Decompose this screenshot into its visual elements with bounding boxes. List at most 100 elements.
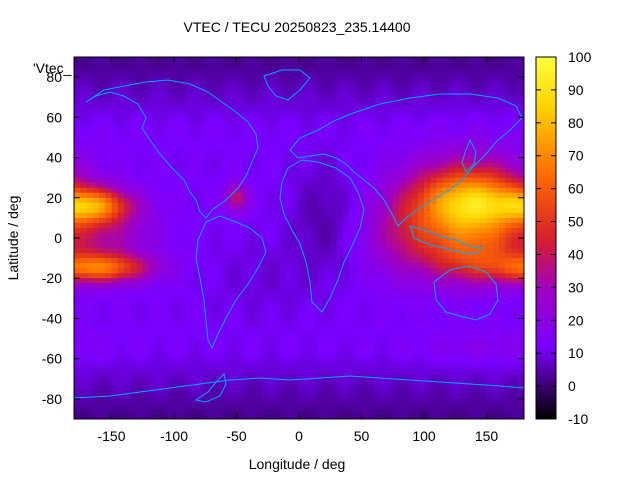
heatmap-cell: [86, 248, 94, 254]
heatmap-cell: [511, 202, 519, 209]
heatmap-cell: [236, 132, 244, 139]
heatmap-cell: [355, 67, 363, 73]
heatmap-cell: [317, 313, 325, 320]
heatmap-cell: [311, 318, 319, 325]
heatmap-cell: [486, 217, 494, 224]
heatmap-cell: [86, 127, 94, 134]
heatmap-cell: [424, 388, 431, 395]
heatmap-cell: [111, 192, 119, 199]
heatmap-cell: [417, 328, 425, 335]
heatmap-cell: [86, 117, 94, 123]
heatmap-cell: [424, 207, 431, 214]
heatmap-cell: [136, 87, 144, 93]
heatmap-cell: [424, 308, 431, 315]
heatmap-cell: [417, 62, 425, 68]
heatmap-cell: [336, 238, 344, 244]
heatmap-cell: [511, 97, 519, 103]
heatmap-cell: [149, 152, 156, 159]
heatmap-cell: [117, 248, 125, 254]
heatmap-cell: [74, 147, 81, 154]
heatmap-cell: [105, 207, 113, 214]
heatmap-cell: [367, 238, 375, 244]
heatmap-cell: [249, 258, 256, 264]
heatmap-cell: [92, 82, 100, 88]
heatmap-cell: [86, 358, 94, 365]
heatmap-cell: [255, 273, 263, 279]
heatmap-cell: [136, 162, 144, 169]
heatmap-cell: [492, 318, 500, 325]
heatmap-cell: [261, 313, 269, 320]
heatmap-cell: [136, 383, 144, 390]
heatmap-cell: [442, 222, 450, 229]
heatmap-cell: [380, 162, 388, 169]
heatmap-cell: [224, 333, 231, 340]
heatmap-cell: [317, 348, 325, 355]
heatmap-cell: [211, 207, 219, 214]
heatmap-cell: [317, 57, 325, 63]
heatmap-cell: [355, 102, 363, 108]
heatmap-cell: [442, 353, 450, 360]
heatmap-cell: [292, 57, 300, 63]
heatmap-cell: [411, 97, 419, 103]
heatmap-cell: [442, 243, 450, 249]
heatmap-cell: [174, 92, 181, 98]
heatmap-cell: [205, 268, 213, 274]
heatmap-cell: [105, 333, 113, 340]
heatmap-cell: [80, 142, 88, 149]
heatmap-cell: [155, 107, 163, 113]
heatmap-cell: [180, 202, 188, 209]
heatmap-cell: [292, 137, 300, 144]
heatmap-cell: [442, 263, 450, 269]
heatmap-cell: [267, 177, 275, 184]
heatmap-cell: [80, 132, 88, 139]
heatmap-cell: [117, 102, 125, 108]
heatmap-cell: [274, 283, 281, 289]
heatmap-cell: [442, 253, 450, 259]
heatmap-cell: [405, 383, 413, 390]
heatmap-cell: [86, 187, 94, 194]
heatmap-cell: [442, 227, 450, 234]
heatmap-cell: [211, 273, 219, 279]
heatmap-cell: [92, 87, 100, 93]
heatmap-cell: [274, 167, 281, 174]
heatmap-cell: [124, 258, 131, 264]
heatmap-cell: [424, 107, 431, 113]
heatmap-cell: [305, 202, 313, 209]
heatmap-cell: [217, 353, 225, 360]
heatmap-cell: [374, 207, 381, 214]
heatmap-cell: [230, 127, 238, 134]
heatmap-cell: [255, 393, 263, 400]
heatmap-cell: [511, 142, 519, 149]
heatmap-cell: [399, 167, 406, 174]
heatmap-cell: [192, 238, 200, 244]
heatmap-cell: [492, 232, 500, 239]
heatmap-cell: [424, 293, 431, 299]
heatmap-cell: [417, 112, 425, 118]
heatmap-cell: [411, 273, 419, 279]
heatmap-cell: [136, 303, 144, 309]
heatmap-cell: [511, 87, 519, 93]
heatmap-cell: [511, 82, 519, 88]
heatmap-cell: [149, 333, 156, 340]
heatmap-cell: [461, 368, 469, 375]
heatmap-cell: [367, 368, 375, 375]
heatmap-cell: [511, 212, 519, 219]
heatmap-cell: [111, 197, 119, 204]
heatmap-cell: [124, 263, 131, 269]
heatmap-cell: [292, 378, 300, 385]
heatmap-cell: [242, 192, 250, 199]
heatmap-cell: [249, 117, 256, 123]
heatmap-cell: [99, 187, 106, 194]
heatmap-cell: [474, 328, 481, 335]
heatmap-cell: [205, 117, 213, 123]
heatmap-cell: [355, 343, 363, 350]
heatmap-cell: [461, 102, 469, 108]
heatmap-cell: [117, 268, 125, 274]
heatmap-cell: [142, 122, 150, 128]
heatmap-cell: [149, 227, 156, 234]
heatmap-cell: [136, 97, 144, 103]
heatmap-cell: [99, 298, 106, 304]
heatmap-cell: [511, 227, 519, 234]
heatmap-cell: [192, 212, 200, 219]
heatmap-cell: [436, 82, 444, 88]
